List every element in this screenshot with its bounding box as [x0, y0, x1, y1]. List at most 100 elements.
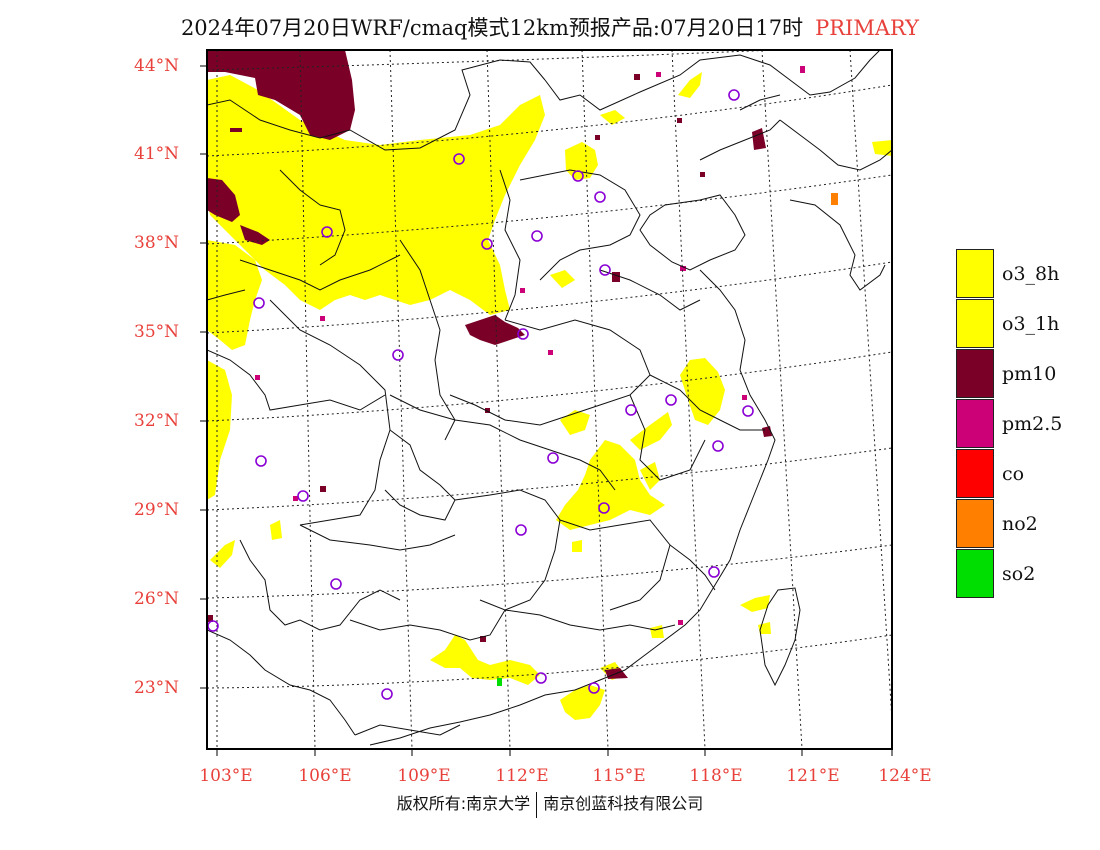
- title-main: 2024年07月20日WRF/cmaq模式12km预报产品:07月20日17时: [180, 16, 804, 40]
- station-marker: [255, 455, 267, 467]
- station-marker: [588, 682, 600, 694]
- legend-label: pm2.5: [1002, 413, 1063, 435]
- pm10-pixel: [230, 128, 242, 132]
- o3-regions: [207, 72, 892, 720]
- longitude-line: [581, 50, 609, 749]
- border-inner-mongolia: [544, 50, 881, 111]
- station-marker: [728, 89, 740, 101]
- station-marker: [594, 191, 606, 203]
- pm10-pixel: [612, 272, 620, 282]
- copyright-divider: [536, 791, 538, 818]
- legend-swatch: [956, 449, 994, 498]
- coast-bohai: [639, 194, 746, 271]
- station-marker: [665, 394, 677, 406]
- legend-swatch: [956, 349, 994, 398]
- station-marker: [708, 566, 720, 578]
- o3-region-guangxi: [430, 635, 540, 685]
- border-anhui: [629, 394, 706, 481]
- legend-label: o3_8h: [1002, 263, 1060, 285]
- o3-region-misc-2: [572, 540, 582, 552]
- legend-label: co: [1002, 463, 1025, 485]
- station-marker: [481, 238, 493, 250]
- lon-label-124e: 124°E: [878, 766, 932, 786]
- latitude-line: [207, 84, 892, 157]
- legend-item-no2: no2: [956, 499, 1096, 549]
- pm10-region-henan: [465, 315, 525, 345]
- taiwan: [759, 587, 801, 687]
- pm10-pixel: [320, 486, 326, 492]
- pm25-pixel: [320, 316, 325, 321]
- boundaries: [207, 50, 892, 746]
- border-shaanxi: [399, 239, 456, 441]
- pm10-pixel: [677, 118, 682, 123]
- lat-label-26n: 26°N: [134, 589, 180, 609]
- longitude-line: [849, 50, 892, 721]
- legend-item-pm10: pm10: [956, 349, 1096, 399]
- legend-swatch: [956, 249, 994, 298]
- station-marker: [330, 578, 342, 590]
- station-marker: [321, 226, 333, 238]
- legend-item-o3-1h: o3_1h: [956, 299, 1096, 349]
- latitude-line: [207, 634, 892, 689]
- no2-pixel: [831, 193, 838, 205]
- lon-label-121e: 121°E: [786, 766, 840, 786]
- pm10-region-west: [207, 178, 240, 222]
- pm25-pixel: [548, 350, 553, 355]
- border-jiangxi: [559, 519, 671, 611]
- legend-swatch: [956, 399, 994, 448]
- border-liaoning: [699, 119, 781, 161]
- lon-label-112e: 112°E: [495, 766, 549, 786]
- o3-region-ne-3: [872, 140, 892, 156]
- title-tag: PRIMARY: [815, 16, 920, 40]
- border-sichuan: [269, 299, 391, 526]
- pm25-pixel: [800, 66, 805, 73]
- latitude-line: [207, 447, 892, 511]
- border-hebei: [519, 169, 641, 281]
- lat-label-41n: 41°N: [134, 144, 180, 164]
- legend-label: no2: [1002, 513, 1038, 535]
- lon-label-115e: 115°E: [592, 766, 646, 786]
- o3-region-east-2: [630, 412, 672, 450]
- chart-title: 2024年07月20日WRF/cmaq模式12km预报产品:07月20日17时 P…: [0, 12, 1100, 42]
- border-hubei: [389, 394, 616, 491]
- station-marker: [297, 490, 309, 502]
- border-gansu: [239, 254, 401, 291]
- latitude-line: [207, 351, 892, 422]
- copyright-company: 南京创蓝科技有限公司: [543, 794, 704, 813]
- border-chongqing: [384, 429, 456, 521]
- lat-label-44n: 44°N: [134, 56, 180, 76]
- longitude-line: [761, 50, 803, 749]
- station-marker: [547, 452, 559, 464]
- border-west-1: [207, 349, 386, 411]
- border-sw: [207, 629, 356, 736]
- pm25-pixel: [255, 375, 260, 380]
- pm25-pixel: [293, 496, 298, 501]
- o3-region-sd: [550, 270, 575, 288]
- latitude-line: [207, 174, 892, 245]
- pm25-pixel: [656, 72, 661, 77]
- station-marker: [742, 405, 754, 417]
- border-korea: [789, 199, 886, 291]
- border-ne-coast: [779, 119, 892, 171]
- latitude-line: [207, 544, 892, 599]
- o3-region-misc-1: [270, 520, 282, 540]
- legend-item-pm25: pm2.5: [956, 399, 1096, 449]
- station-marker: [392, 349, 404, 361]
- o3-region-central-2: [556, 440, 665, 530]
- longitude-line: [671, 50, 706, 749]
- o3-region-north: [207, 75, 545, 315]
- legend-label: so2: [1002, 563, 1036, 585]
- legend-item-o3-8h: o3_8h: [956, 249, 1096, 299]
- copyright-owner: 版权所有:南京大学: [396, 794, 531, 813]
- o3-region-nanchang: [640, 462, 660, 490]
- lat-label-35n: 35°N: [134, 322, 180, 342]
- pm25-pixels: [255, 66, 805, 625]
- lon-label-106e: 106°E: [298, 766, 352, 786]
- border-north: [207, 59, 546, 151]
- station-marker: [625, 404, 637, 416]
- pm10-pixel: [208, 615, 213, 622]
- station-marker: [535, 672, 547, 684]
- border-guizhou: [299, 524, 456, 551]
- longitude-line: [389, 50, 413, 749]
